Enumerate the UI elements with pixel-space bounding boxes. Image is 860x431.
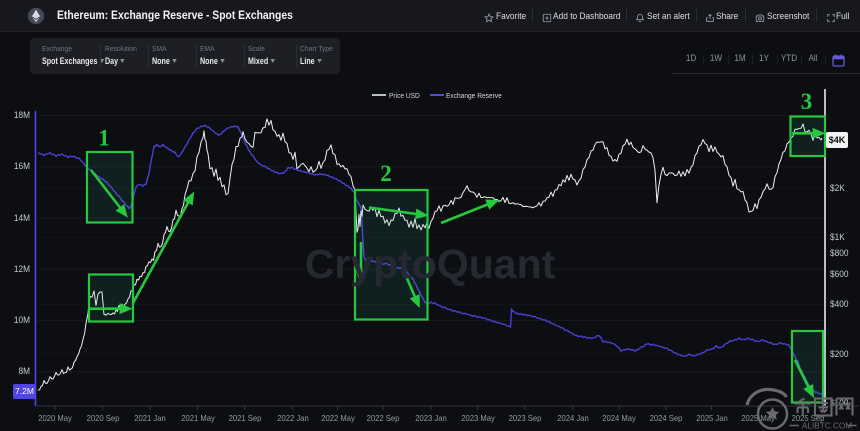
svg-text:3: 3 [801,89,813,114]
svg-text:ALIBTC.COM: ALIBTC.COM [802,422,852,431]
svg-text:2: 2 [380,161,392,186]
svg-text:1: 1 [98,126,110,151]
